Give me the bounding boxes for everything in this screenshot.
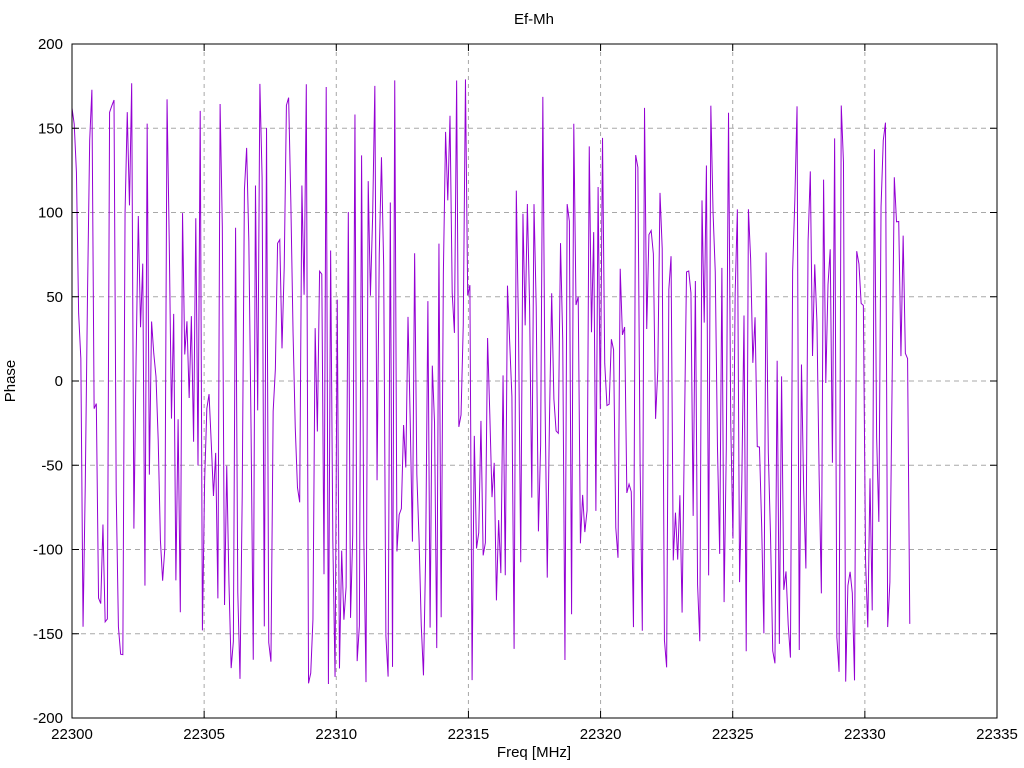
tick-labels: 22300 22305 22310 22315 22320 22325 22330 22335…	[33, 36, 1018, 743]
chart-title: Ef-Mh	[514, 11, 554, 28]
x-tick-label: 22300	[51, 726, 93, 743]
y-tick-label: -50	[41, 457, 63, 474]
y-tick-label: 100	[38, 205, 63, 222]
x-tick-label: 22315	[448, 726, 490, 743]
x-tick-label: 22320	[580, 726, 622, 743]
x-tick-label: 22305	[183, 726, 225, 743]
y-tick-label: 200	[38, 36, 63, 53]
y-tick-label: 0	[55, 373, 63, 390]
phase-series-path	[71, 79, 911, 684]
x-axis-label: Freq [MHz]	[497, 744, 571, 761]
tick-layer	[71, 43, 998, 719]
y-tick-label: 150	[38, 120, 63, 137]
x-tick-label: 22325	[712, 726, 754, 743]
y-tick-label: -200	[33, 710, 63, 727]
data-layer	[71, 79, 911, 684]
x-tick-label: 22310	[315, 726, 357, 743]
y-tick-label: -150	[33, 626, 63, 643]
x-tick-label: 22330	[844, 726, 886, 743]
y-tick-label: 50	[46, 289, 63, 306]
y-tick-label: -100	[33, 542, 63, 559]
grid-layer	[72, 44, 997, 718]
y-axis-label: Phase	[2, 360, 19, 403]
x-tick-label: 22335	[976, 726, 1018, 743]
